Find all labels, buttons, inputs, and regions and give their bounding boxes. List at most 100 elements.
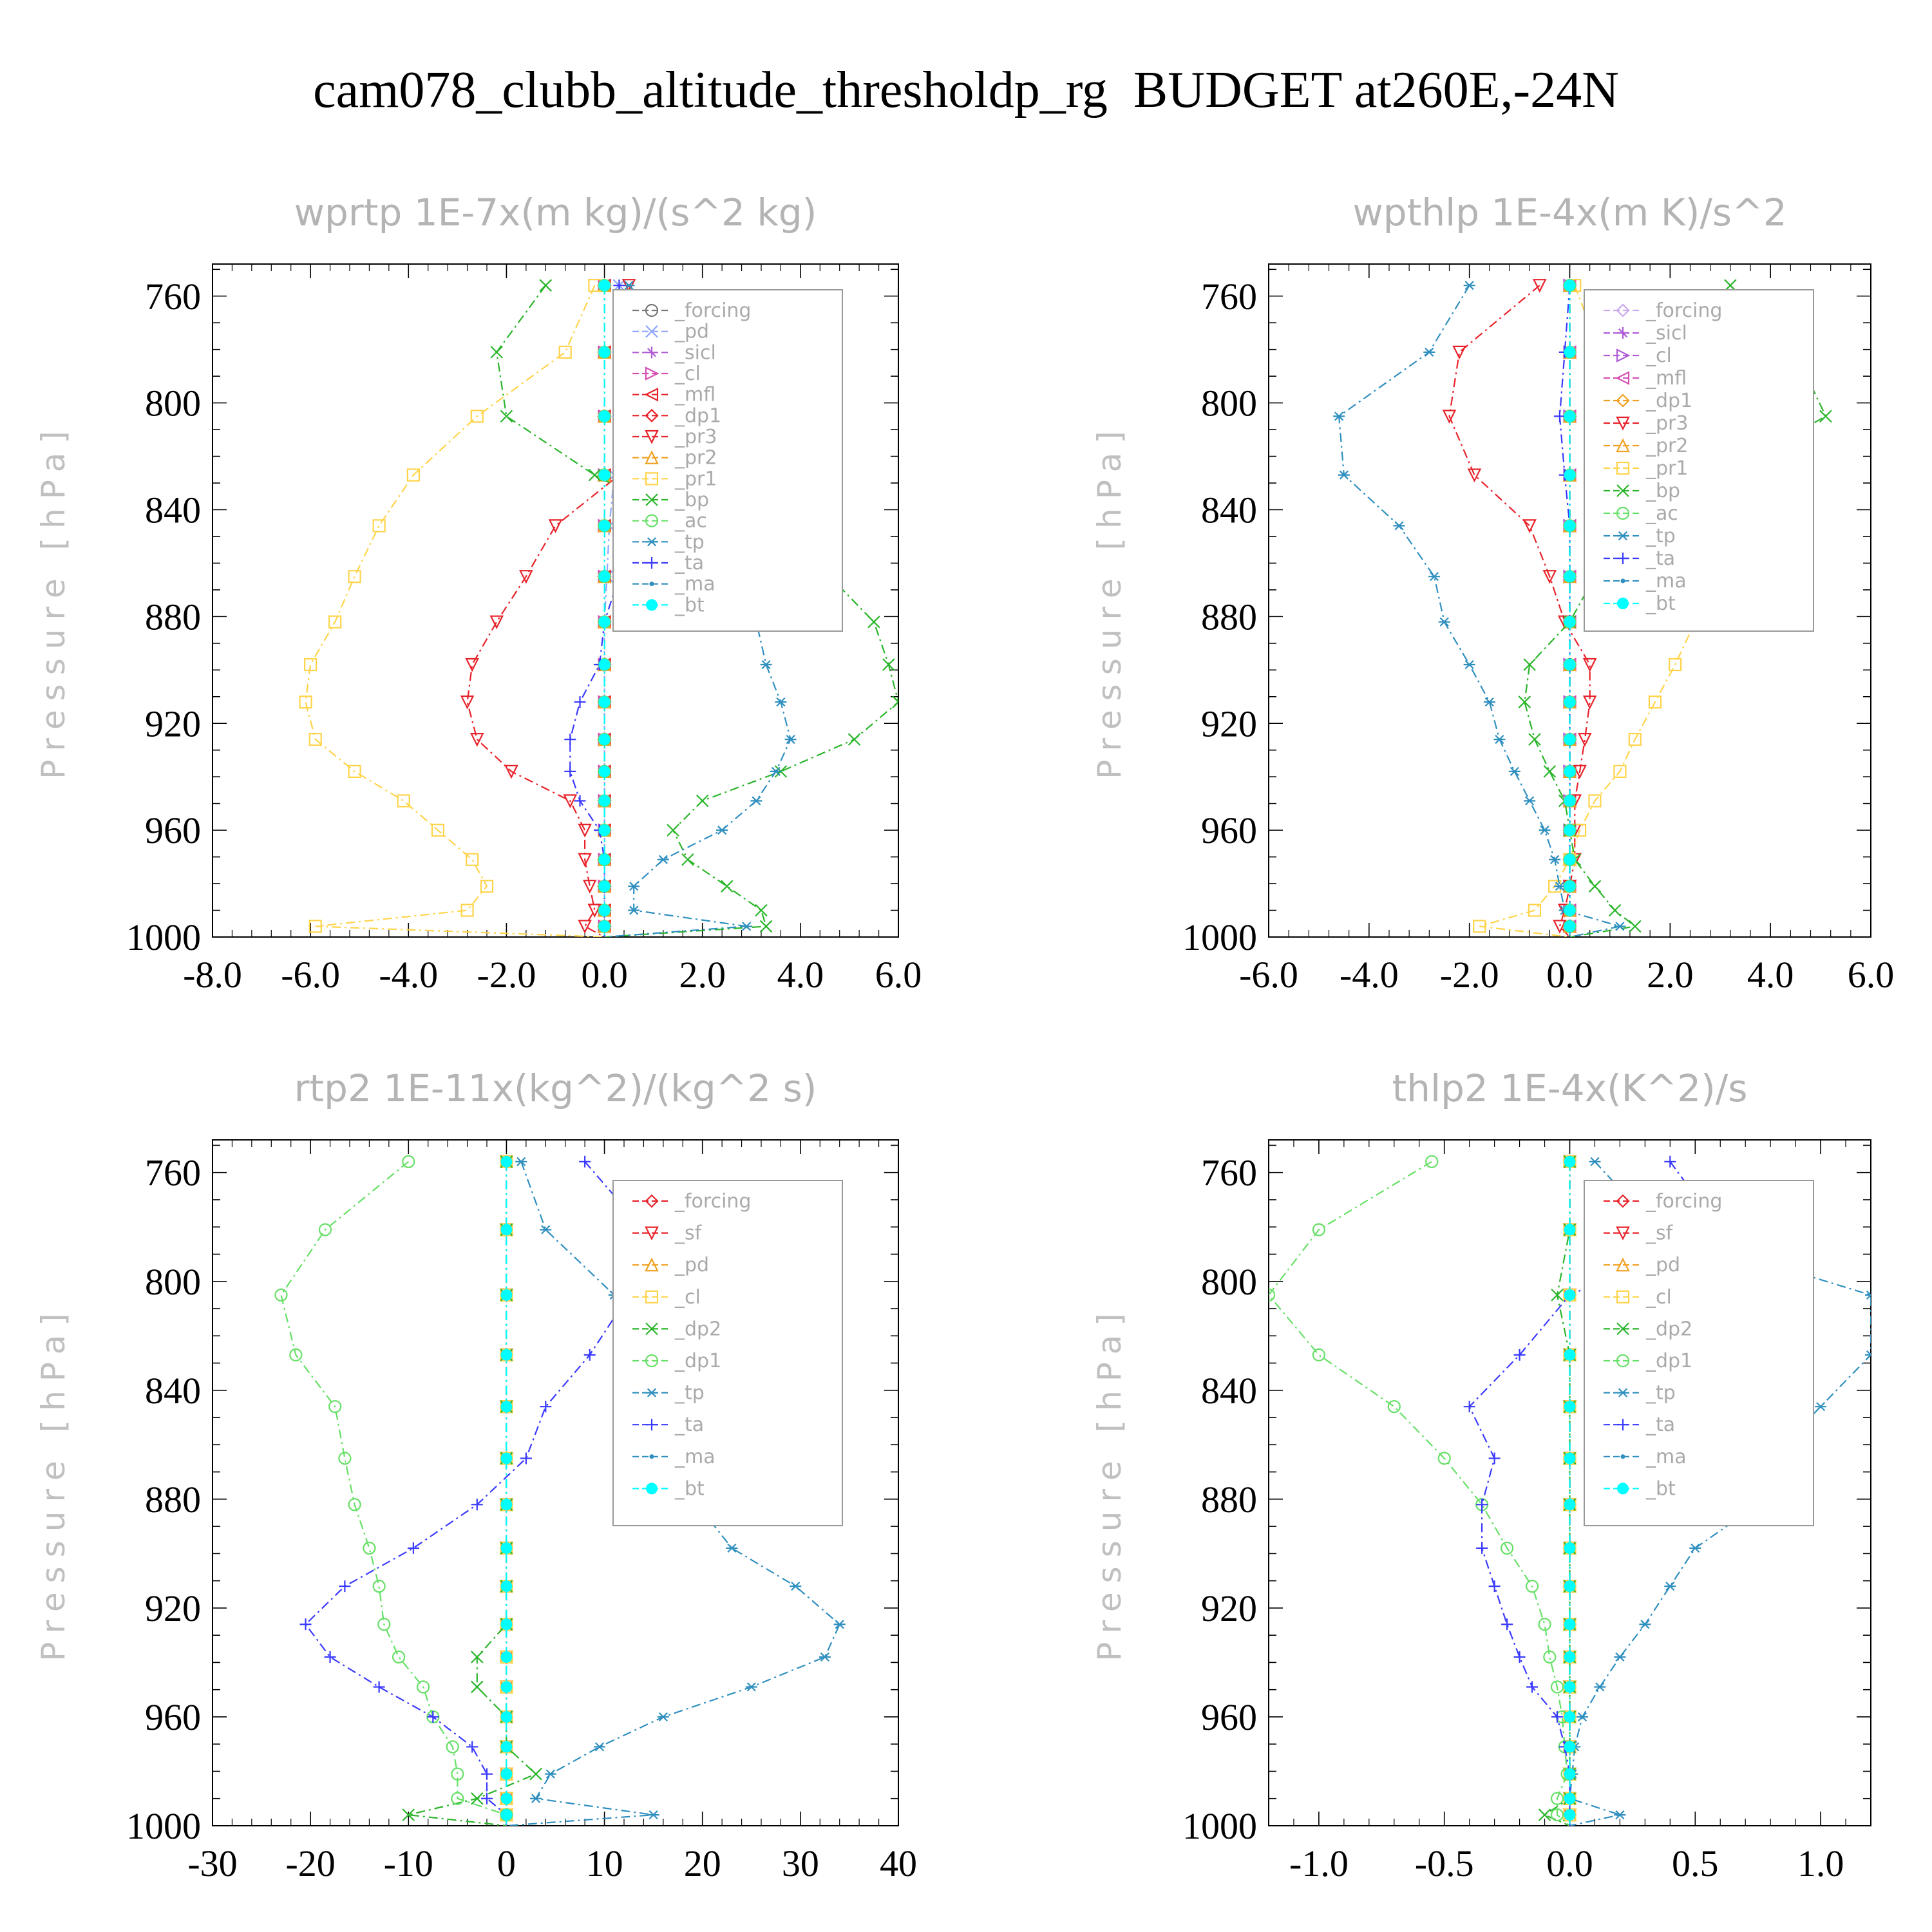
series-line [280,1160,507,1826]
y-tick-label: 920 [145,703,201,744]
y-tick-label: 1000 [1182,916,1257,958]
legend-label: _ac [1645,502,1678,525]
legend-box [1584,1180,1814,1526]
y-axis-label: Pressure [hPa] [1091,1304,1128,1662]
x-tick-label: 6.0 [1848,954,1895,996]
legend: _forcing _sf _pd _cl _dp2 _dp1 _tp _ta _ma _bt [1584,1180,1814,1526]
y-tick-label: 760 [1201,1152,1257,1194]
legend-label: _ma [674,573,715,596]
y-tick-label: 800 [1201,1261,1257,1303]
y-tick-label: 800 [145,1261,201,1303]
panel-title: wpthlp 1E-4x(m K)/s^2 [1352,191,1786,234]
y-axis-label: Pressure [hPa] [35,422,72,779]
series-pr3 [1442,279,1597,937]
x-tick-label: -2.0 [477,954,536,996]
legend-box [1584,289,1814,632]
legend-label: _sf [674,1222,703,1245]
x-tick-label: 4.0 [777,954,824,996]
legend-label: _ta [674,552,704,574]
legend-label: _tp [674,531,705,553]
y-tick-label: 960 [145,810,201,851]
legend-label: _forcing [674,1190,751,1213]
series-line [1269,1160,1571,1826]
legend-label: _ac [674,510,707,533]
legend-label: _mfl [1645,367,1687,390]
y-axis-label: Pressure [hPa] [35,1304,72,1662]
x-tick-label: -2.0 [1440,954,1499,996]
x-tick-label: -1.0 [1289,1842,1349,1884]
legend-label: _dp1 [1645,1350,1692,1372]
x-tick-label: -6.0 [281,954,340,996]
x-tick-label: 0.0 [581,954,628,996]
x-tick-label: -10 [384,1842,433,1884]
legend-label: _forcing [1645,1190,1722,1213]
x-tick-label: 30 [782,1842,819,1884]
legend-label: _sf [1645,1222,1674,1245]
legend-label: _forcing [1645,299,1722,322]
x-tick-label: -20 [285,1842,335,1884]
y-tick-label: 840 [1201,1370,1257,1412]
x-tick-label: -30 [187,1842,237,1884]
x-tick-label: 2.0 [1647,954,1694,996]
legend-label: _dp1 [674,404,721,427]
legend-label: _bt [1645,1477,1676,1500]
legend-label: _ta [674,1414,704,1436]
y-tick-label: 1000 [1182,1805,1257,1847]
y-tick-label: 840 [145,489,201,531]
figure-title: cam078_clubb_altitude_thresholdp_rg BUDG… [313,62,1619,118]
x-tick-label: 0 [497,1842,516,1884]
x-tick-label: 0.0 [1546,954,1593,996]
y-tick-label: 760 [1201,276,1257,317]
plot-frame [212,1139,899,1826]
x-tick-label: -4.0 [379,954,438,996]
x-tick-label: 20 [684,1842,721,1884]
y-tick-label: 960 [1201,810,1257,851]
panel-title: wprtp 1E-7x(m kg)/(s^2 kg) [294,191,817,234]
legend-label: _pd [1645,1254,1680,1276]
y-tick-label: 920 [1201,703,1257,744]
y-tick-label: 880 [1201,596,1257,638]
x-tick-label: -0.5 [1415,1842,1474,1884]
series-bt [1564,279,1576,937]
legend-label: _bt [674,594,705,616]
legend-label: _dp2 [1645,1318,1692,1340]
legend-label: _tp [674,1382,705,1405]
legend: _forcing _sf _pd _cl _dp2 _dp1 _tp _ta _ma _bt [612,1180,843,1526]
legend-label: _pr3 [1645,412,1688,435]
y-tick-label: 920 [1201,1587,1257,1629]
series-tp [1333,281,1626,937]
legend-label: _cl [1645,345,1672,367]
x-tick-label: 2.0 [679,954,726,996]
y-tick-label: 880 [145,596,201,638]
x-tick-label: 10 [586,1842,623,1884]
chart-panel-4: 760 800 840 880 920 960 1000 -1.0 -0.5 0.0 0.5 1.0 t… [1091,1066,1871,1884]
y-tick-label: 880 [145,1479,201,1520]
chart-panel-1: 760 800 840 880 920 960 1000-8.0 -6.0 -4.0 -2.0 0.… [35,191,922,996]
legend-label: _ta [1645,547,1675,570]
plot-frame [212,263,899,938]
y-tick-label: 760 [145,1152,201,1194]
y-tick-label: 1000 [126,1805,201,1847]
y-tick-label: 840 [145,1370,201,1412]
legend-label: _bt [674,1477,705,1500]
legend-label: _bp [1645,480,1680,502]
legend-label: _cl [1645,1286,1672,1309]
legend-label: _ma [1645,1446,1687,1468]
y-tick-label: 880 [1201,1479,1257,1520]
legend-label: _bp [674,489,709,511]
y-axis-label: Pressure [hPa] [1091,422,1128,779]
chart-panel-3: 760 800 840 880 920 960 1000-30 -20 -10 0 10 20 30 40… [35,1066,917,1884]
series-bt [598,279,611,937]
panel-title: thlp2 1E-4x(K^2)/s [1392,1066,1747,1110]
series-pr1 [299,279,605,937]
legend-label: _ma [674,1446,715,1468]
series-line [496,285,898,937]
legend-label: _dp1 [1645,390,1692,412]
x-tick-label: 6.0 [875,954,922,996]
series-line [305,1161,645,1826]
legend-label: _ta [1645,1414,1675,1436]
x-tick-label: -6.0 [1239,954,1298,996]
legend-label: _pd [674,1254,709,1276]
x-tick-label: 4.0 [1747,954,1794,996]
